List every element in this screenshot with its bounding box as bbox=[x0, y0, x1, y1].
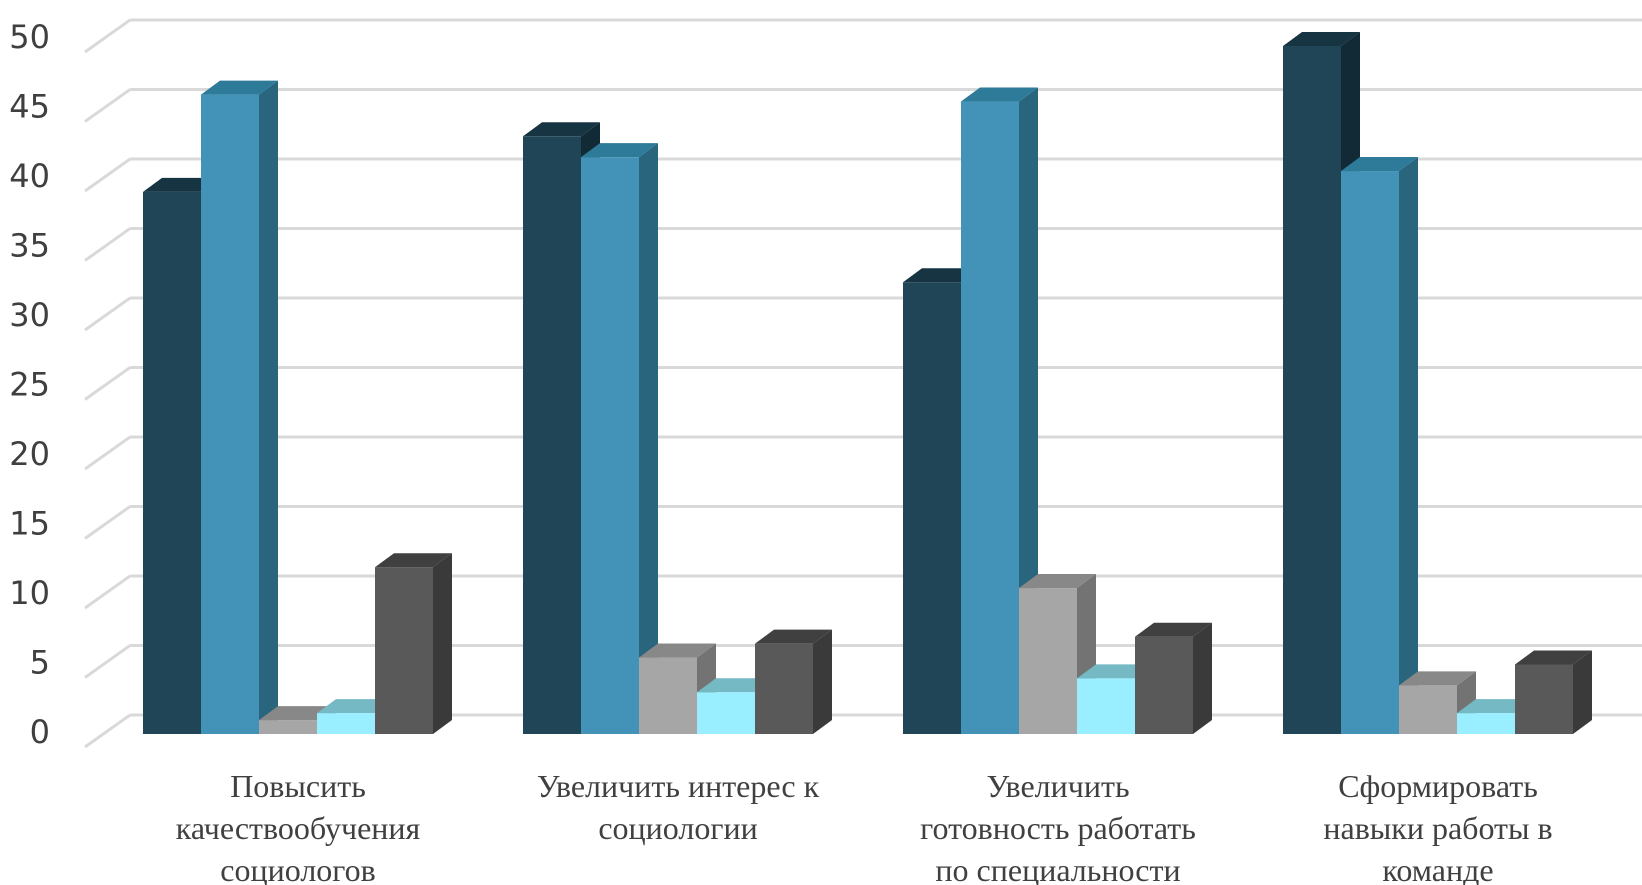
bar-side bbox=[813, 629, 832, 734]
bar-front bbox=[1019, 588, 1077, 734]
gridline-diag-45 bbox=[84, 88, 131, 123]
y-tick-label: 0 bbox=[30, 713, 50, 751]
x-category-label-line: Повысить bbox=[230, 768, 366, 804]
bar-top bbox=[755, 629, 832, 644]
bar-top bbox=[523, 122, 600, 137]
bar-top bbox=[201, 80, 278, 95]
bar-top bbox=[1341, 157, 1418, 172]
x-category-label-line: готовность работать bbox=[920, 810, 1196, 846]
bar-top bbox=[375, 553, 452, 568]
bar-front bbox=[639, 657, 697, 734]
bar-front bbox=[523, 136, 581, 735]
gridline-diag-35 bbox=[84, 227, 131, 262]
bar-top bbox=[1457, 699, 1534, 714]
bar-s5-c2 bbox=[755, 629, 832, 734]
gridline-diag-5 bbox=[84, 644, 131, 679]
gridline-diag-10 bbox=[84, 574, 131, 610]
bar-front bbox=[317, 713, 375, 734]
bar-top bbox=[1135, 622, 1212, 637]
bar-s2-c4 bbox=[1341, 157, 1418, 735]
bar-side bbox=[639, 143, 658, 734]
bar-top bbox=[317, 699, 394, 714]
bar-front bbox=[755, 643, 813, 734]
gridline-diag-40 bbox=[84, 157, 131, 193]
bar-top bbox=[1399, 671, 1476, 686]
bar-side bbox=[1573, 650, 1592, 734]
bar-top bbox=[1019, 574, 1096, 589]
bar-s2-c2 bbox=[581, 143, 658, 734]
bar-side bbox=[433, 553, 452, 734]
bar-s2-c3 bbox=[961, 87, 1038, 735]
bar-front bbox=[903, 282, 961, 734]
x-category-label-line: по специальности bbox=[935, 852, 1180, 885]
bar-top bbox=[697, 678, 774, 693]
gridline-diag-50 bbox=[84, 18, 131, 54]
bar-s2-c1 bbox=[201, 80, 278, 735]
x-category-label-line: качествообучения bbox=[176, 810, 421, 846]
bar-s5-c4 bbox=[1515, 650, 1592, 734]
x-category-label-line: Увеличить bbox=[986, 768, 1129, 804]
y-tick-label: 35 bbox=[9, 227, 50, 265]
x-category-label: Увеличить интерес к социологии bbox=[537, 768, 820, 846]
bar-top bbox=[143, 177, 220, 192]
bar-front bbox=[143, 191, 201, 734]
y-tick-label: 50 bbox=[9, 18, 50, 56]
y-tick-label: 45 bbox=[9, 88, 50, 126]
bar-front bbox=[961, 101, 1019, 735]
bar-top bbox=[581, 143, 658, 158]
x-category-label-line: команде bbox=[1382, 852, 1493, 885]
y-tick-label: 20 bbox=[9, 435, 50, 473]
y-tick-label: 30 bbox=[9, 296, 50, 334]
y-axis-ticks: 0 5 10 15 20 25 30 35 40 45 50 bbox=[9, 18, 50, 751]
y-tick-label: 40 bbox=[9, 157, 50, 195]
bar-top bbox=[903, 268, 980, 283]
y-tick-label: 25 bbox=[9, 366, 50, 404]
bar-top bbox=[1077, 664, 1154, 679]
bar-front bbox=[1283, 45, 1341, 734]
bar-front bbox=[1515, 664, 1573, 734]
bar-s5-c3 bbox=[1135, 622, 1212, 734]
bar-front bbox=[697, 692, 755, 734]
x-category-label: Сформировать навыки работы в команде bbox=[1323, 768, 1552, 885]
x-category-label-line: Сформировать bbox=[1338, 768, 1538, 804]
bar-side bbox=[1193, 622, 1212, 734]
bar-top bbox=[259, 706, 336, 721]
bar-front bbox=[1457, 713, 1515, 734]
gridline-diag-0 bbox=[84, 713, 131, 749]
x-category-label-line: навыки работы в bbox=[1323, 810, 1552, 846]
x-category-label: Увеличить готовность работать по специальн… bbox=[920, 768, 1196, 885]
y-tick-label: 5 bbox=[30, 644, 50, 682]
bar-top bbox=[639, 643, 716, 658]
bar-top bbox=[1283, 31, 1360, 46]
gridline-diag-30 bbox=[84, 296, 131, 332]
y-tick-label: 15 bbox=[9, 505, 50, 543]
bar-side bbox=[1399, 157, 1418, 735]
bar-front bbox=[1077, 678, 1135, 734]
bar-side bbox=[1019, 87, 1038, 735]
bar-front bbox=[581, 157, 639, 734]
bar-front bbox=[375, 567, 433, 734]
gridline-diag-20 bbox=[84, 435, 131, 471]
bar-front bbox=[201, 94, 259, 735]
x-category-label: Повысить качествообучения социологов bbox=[176, 768, 421, 885]
gridline-diag-25 bbox=[84, 366, 131, 401]
x-category-label-line: социологии bbox=[598, 810, 757, 846]
bars bbox=[143, 31, 1592, 735]
bar-side bbox=[259, 80, 278, 735]
bar-top bbox=[961, 87, 1038, 102]
x-axis-category-labels: Повысить качествообучения социологов Увелич… bbox=[176, 768, 1553, 885]
bar-front bbox=[1135, 636, 1193, 734]
x-category-label-line: Увеличить интерес к bbox=[537, 768, 820, 804]
x-category-label-line: социологов bbox=[220, 852, 375, 885]
bar-front bbox=[1341, 171, 1399, 735]
y-tick-label: 10 bbox=[9, 574, 50, 612]
bar-top bbox=[1515, 650, 1592, 665]
bar-front bbox=[259, 720, 317, 734]
gridline-diag-15 bbox=[84, 505, 131, 540]
bar-s5-c1 bbox=[375, 553, 452, 734]
bar-front bbox=[1399, 685, 1457, 734]
